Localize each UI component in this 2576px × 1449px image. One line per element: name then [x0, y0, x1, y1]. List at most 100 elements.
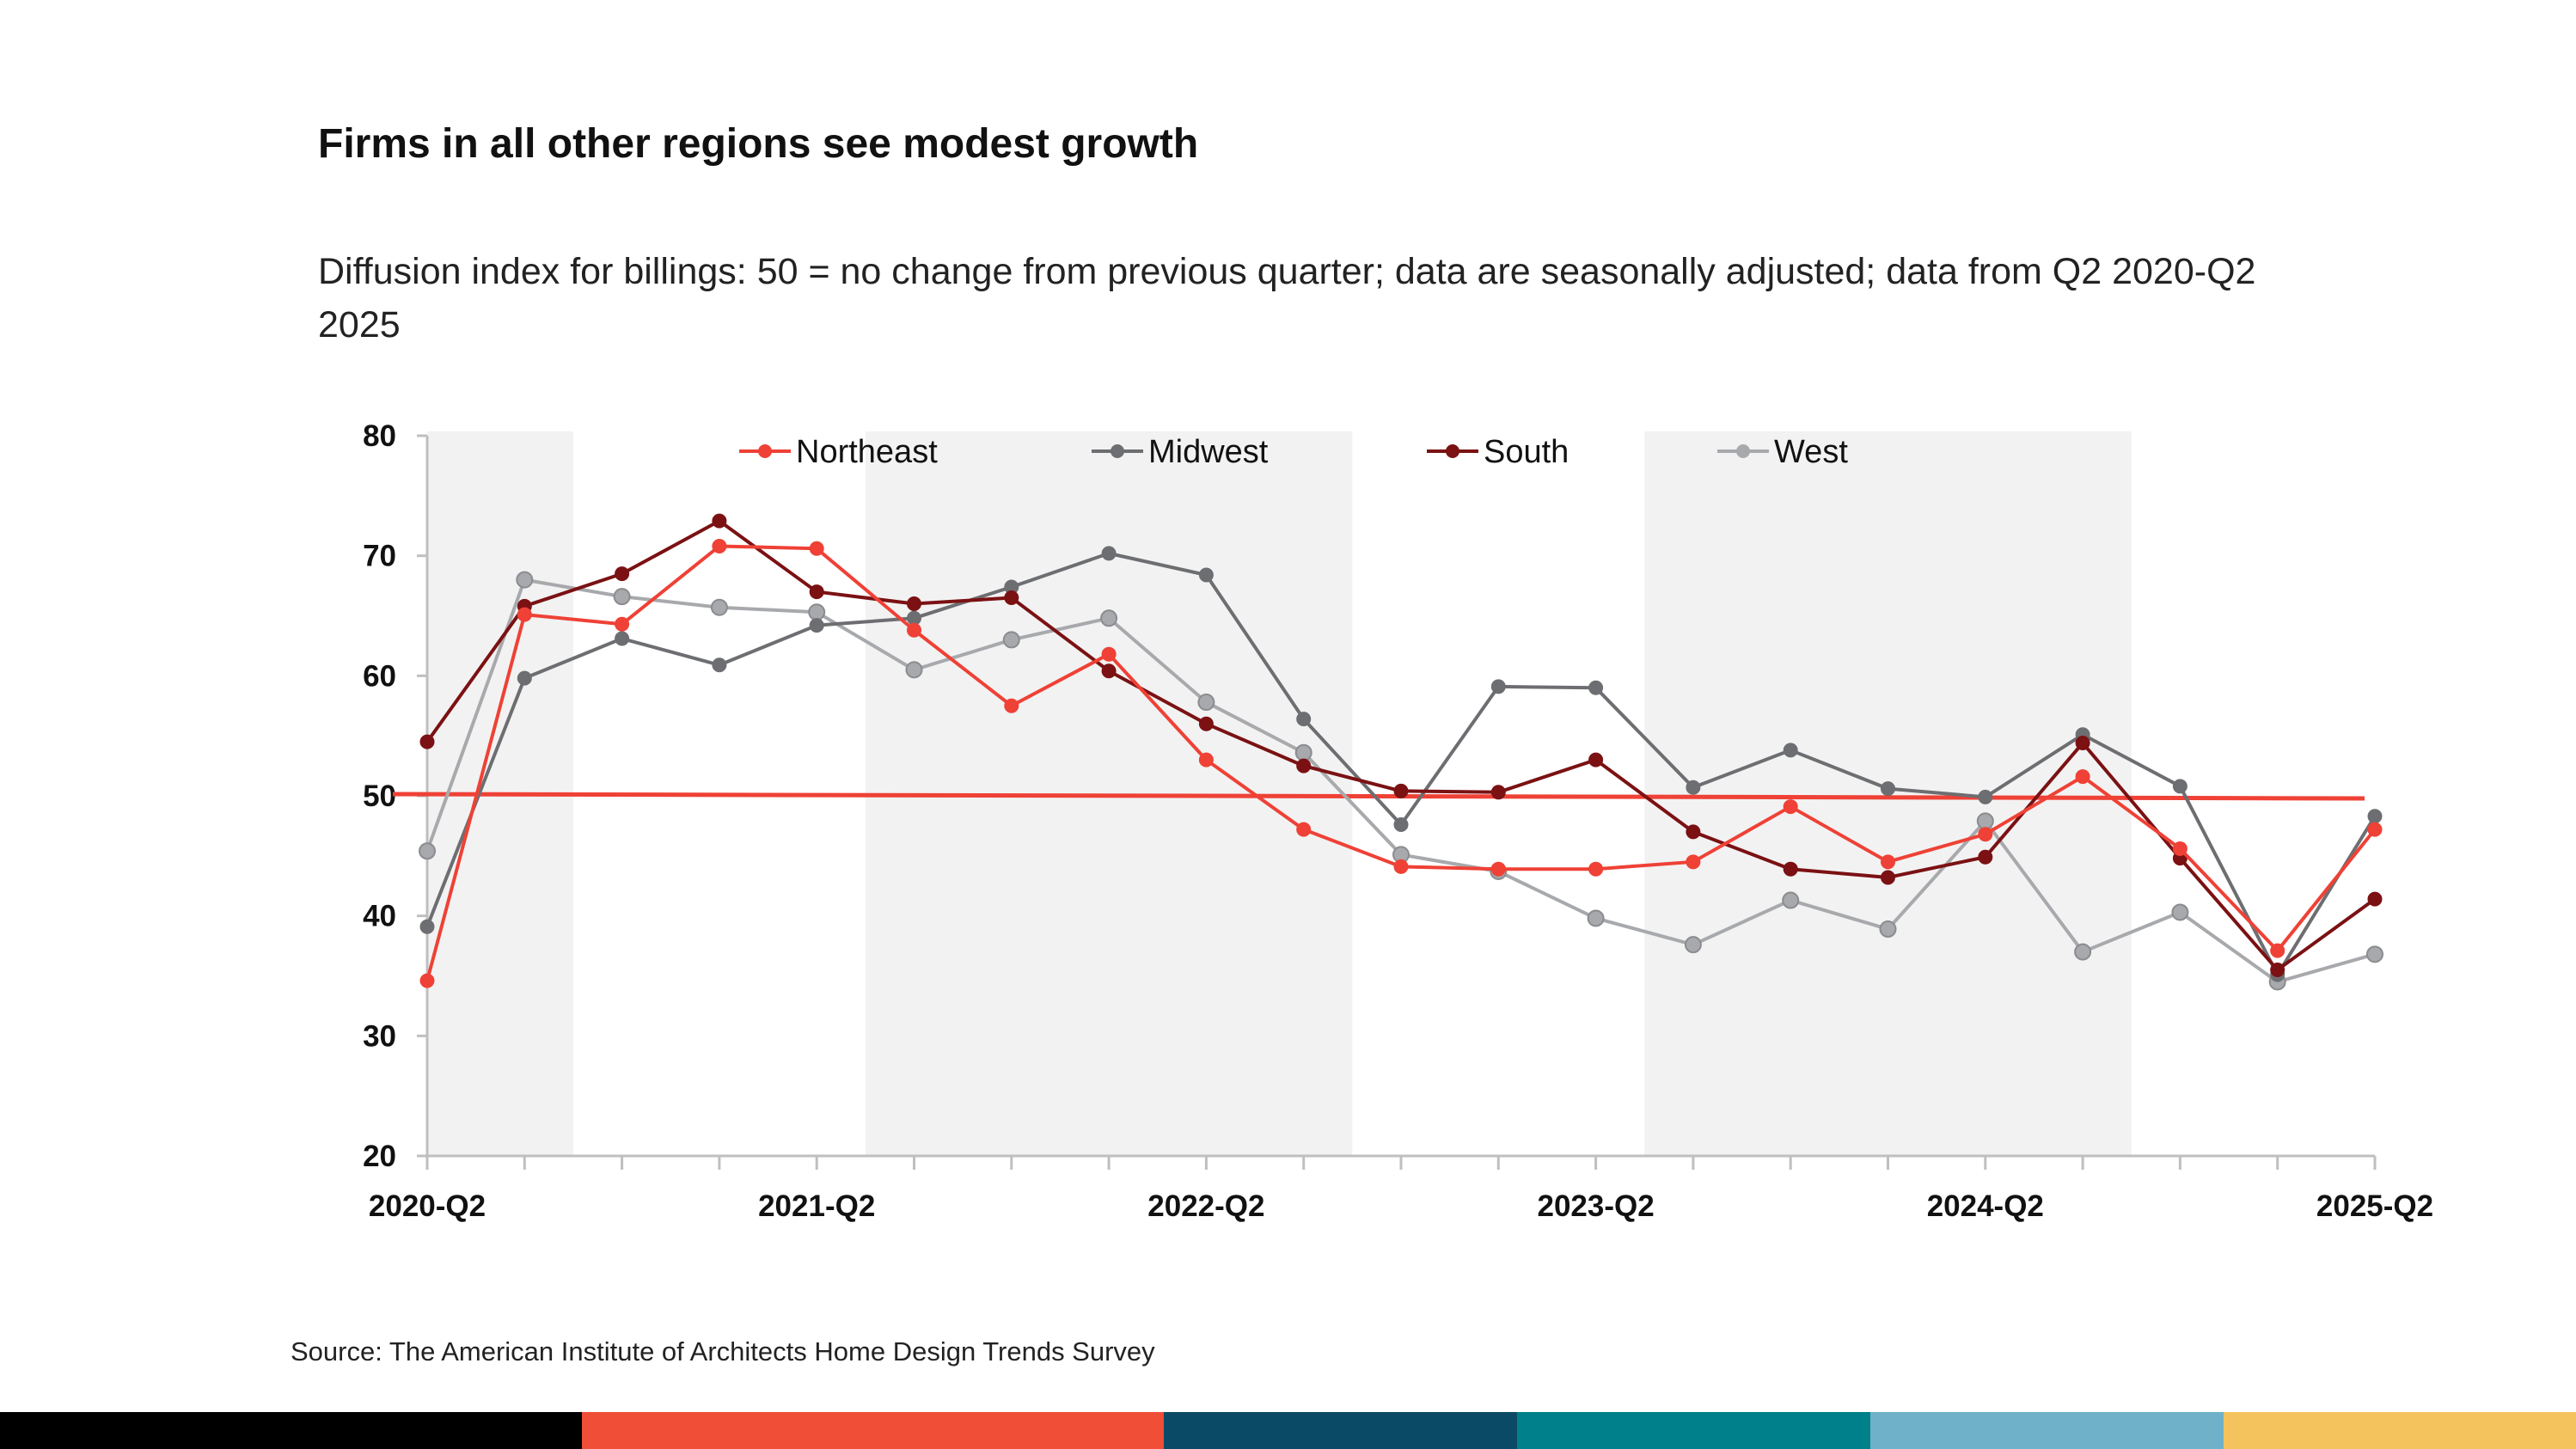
data-point-south-2023-Q2	[1588, 752, 1604, 767]
data-point-midwest-2020-Q3	[517, 670, 532, 686]
data-point-northeast-2021-Q4	[1004, 698, 1019, 713]
data-point-midwest-2021-Q1	[712, 657, 727, 673]
data-point-northeast-2024-Q1	[1881, 854, 1895, 870]
data-point-west-2021-Q2	[808, 603, 826, 621]
data-point-west-2022-Q2	[1197, 694, 1215, 712]
data-point-midwest-2025-Q2	[2367, 809, 2383, 824]
data-point-south-2022-Q2	[1198, 716, 1214, 731]
legend-marker-west	[1736, 444, 1750, 458]
legend-label-northeast: Northeast	[796, 434, 938, 470]
data-point-midwest-2024-Q1	[1881, 781, 1895, 797]
y-tick-label-70: 70	[363, 540, 396, 573]
data-point-south-2021-Q3	[907, 596, 921, 612]
data-point-south-2020-Q2	[419, 734, 435, 749]
data-point-northeast-2022-Q1	[1101, 646, 1117, 662]
bottom-color-segment-4	[1517, 1412, 1870, 1449]
data-point-west-2020-Q2	[419, 842, 436, 860]
data-point-south-2024-Q2	[1978, 849, 1993, 865]
y-tick-label-80: 80	[363, 419, 396, 453]
data-point-west-2020-Q3	[516, 571, 534, 589]
data-point-west-2020-Q4	[613, 588, 631, 606]
data-point-south-2022-Q4	[1393, 783, 1409, 798]
x-tick-label-2025-Q2: 2025-Q2	[2316, 1189, 2433, 1223]
legend-marker-midwest	[1111, 444, 1124, 458]
data-point-west-2025-Q2	[2366, 945, 2383, 963]
chart-subtitle: Diffusion index for billings: 50 = no ch…	[318, 251, 2256, 345]
data-point-northeast-2024-Q3	[2075, 769, 2090, 785]
x-tick-label-2020-Q2: 2020-Q2	[369, 1189, 486, 1223]
data-point-south-2025-Q1	[2270, 963, 2285, 978]
data-point-south-2023-Q3	[1686, 824, 1701, 840]
chart-title: Firms in all other regions see modest gr…	[318, 121, 1199, 167]
data-point-northeast-2020-Q4	[615, 616, 630, 632]
data-point-south-2025-Q2	[2367, 891, 2383, 907]
data-point-south-2022-Q3	[1296, 758, 1312, 773]
data-point-northeast-2023-Q3	[1686, 854, 1701, 870]
legend-marker-south	[1446, 444, 1459, 458]
data-point-northeast-2021-Q2	[809, 541, 824, 556]
data-point-west-2021-Q1	[710, 598, 728, 616]
data-point-west-2024-Q2	[1976, 812, 1994, 830]
bottom-color-segment-2	[582, 1412, 1164, 1449]
data-point-midwest-2022-Q3	[1296, 712, 1312, 727]
x-tick-label-2023-Q2: 2023-Q2	[1537, 1189, 1654, 1223]
data-point-midwest-2020-Q4	[615, 631, 630, 646]
data-point-south-2024-Q1	[1881, 870, 1895, 885]
legend-marker-northeast	[758, 444, 772, 458]
data-point-midwest-2021-Q2	[809, 618, 824, 633]
data-point-northeast-2023-Q4	[1783, 799, 1798, 815]
data-point-northeast-2022-Q2	[1198, 752, 1214, 767]
data-point-south-2024-Q3	[2075, 736, 2090, 751]
data-point-south-2023-Q4	[1783, 861, 1798, 877]
y-tick-label-30: 30	[363, 1019, 396, 1053]
bottom-color-segment-1	[0, 1412, 582, 1449]
data-point-south-2023-Q1	[1490, 785, 1506, 800]
data-point-northeast-2023-Q1	[1490, 861, 1506, 877]
y-tick-label-20: 20	[363, 1140, 396, 1173]
x-tick-label-2024-Q2: 2024-Q2	[1927, 1189, 2044, 1223]
data-point-west-2022-Q1	[1100, 609, 1118, 627]
data-point-northeast-2025-Q2	[2367, 822, 2383, 837]
data-point-midwest-2024-Q2	[1978, 789, 1993, 804]
data-point-west-2023-Q3	[1684, 936, 1702, 954]
y-tick-label-50: 50	[363, 780, 396, 813]
data-point-south-2021-Q4	[1004, 590, 1019, 606]
data-point-south-2021-Q2	[809, 584, 824, 600]
data-point-west-2024-Q1	[1879, 920, 1897, 938]
source-note: Source: The American Institute of Archit…	[291, 1336, 1155, 1366]
data-point-midwest-2023-Q4	[1783, 743, 1798, 758]
data-point-northeast-2022-Q4	[1393, 859, 1409, 874]
data-point-west-2021-Q4	[1002, 631, 1020, 649]
data-point-west-2021-Q3	[905, 661, 923, 679]
data-point-west-2023-Q2	[1587, 909, 1605, 927]
data-point-south-2020-Q4	[615, 566, 630, 582]
data-point-midwest-2023-Q1	[1490, 679, 1506, 694]
y-tick-label-60: 60	[363, 659, 396, 693]
data-point-west-2022-Q3	[1294, 743, 1312, 761]
legend-label-south: South	[1484, 434, 1569, 470]
data-point-northeast-2021-Q1	[712, 538, 727, 553]
data-point-midwest-2024-Q4	[2172, 779, 2187, 794]
bottom-color-segment-6	[2224, 1412, 2576, 1449]
data-point-northeast-2022-Q3	[1296, 822, 1312, 837]
data-point-midwest-2022-Q1	[1101, 546, 1117, 561]
data-point-midwest-2022-Q2	[1198, 567, 1214, 583]
data-point-west-2023-Q4	[1782, 891, 1800, 909]
data-point-south-2021-Q1	[712, 513, 727, 529]
data-point-midwest-2022-Q4	[1393, 817, 1409, 833]
data-point-south-2022-Q1	[1101, 663, 1117, 679]
data-point-northeast-2021-Q3	[907, 622, 921, 638]
legend-label-west: West	[1774, 434, 1848, 470]
x-tick-label-2021-Q2: 2021-Q2	[758, 1189, 875, 1223]
data-point-northeast-2024-Q4	[2172, 841, 2187, 856]
y-tick-label-40: 40	[363, 900, 396, 933]
data-point-west-2024-Q4	[2171, 903, 2189, 921]
data-point-midwest-2023-Q3	[1686, 780, 1701, 795]
legend-label-midwest: Midwest	[1148, 434, 1269, 470]
x-tick-label-2022-Q2: 2022-Q2	[1147, 1189, 1264, 1223]
data-point-northeast-2023-Q2	[1588, 861, 1604, 877]
data-point-west-2024-Q3	[2074, 943, 2092, 961]
data-point-northeast-2025-Q1	[2270, 943, 2285, 958]
data-point-northeast-2024-Q2	[1978, 827, 1993, 842]
